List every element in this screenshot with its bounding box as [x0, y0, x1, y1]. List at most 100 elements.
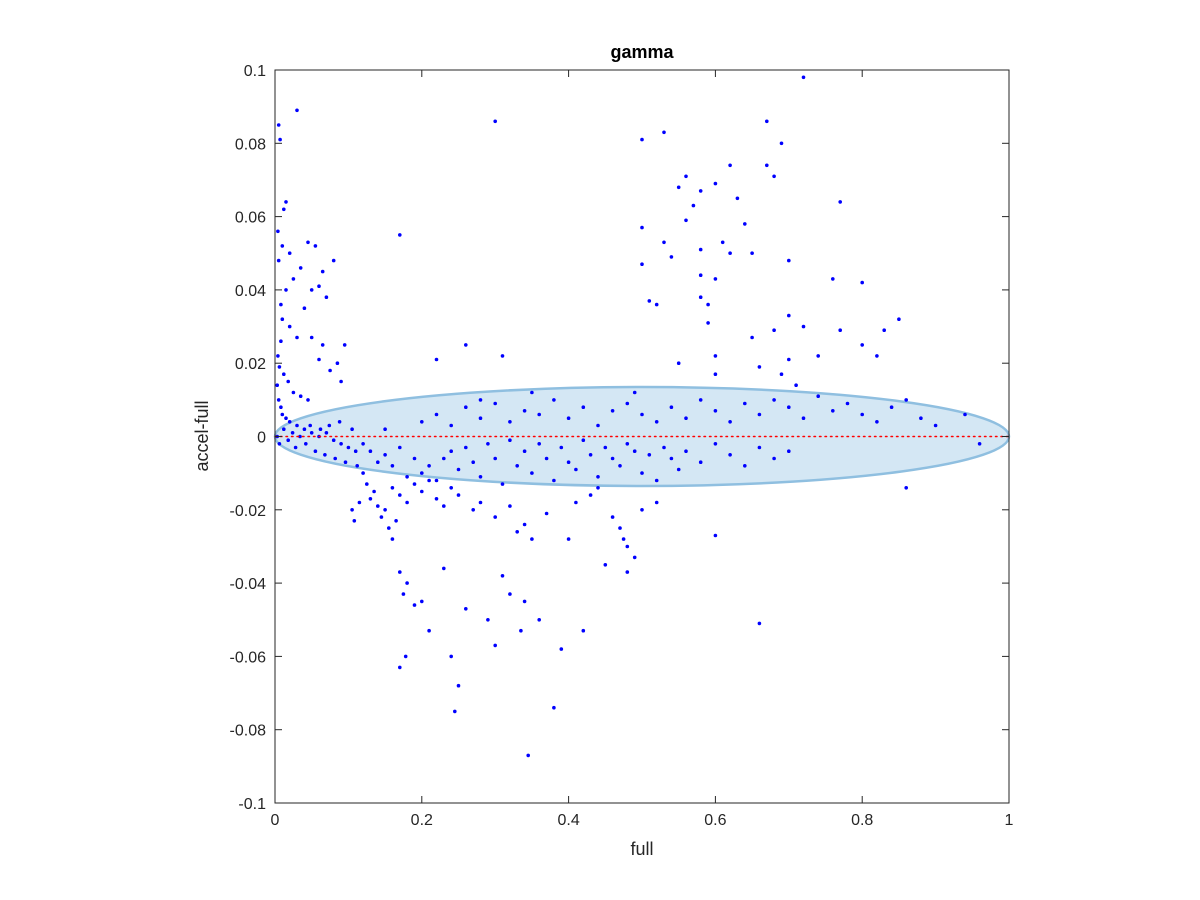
- data-point: [787, 357, 791, 362]
- data-point: [486, 442, 490, 446]
- data-point: [365, 482, 369, 486]
- data-point: [669, 456, 674, 461]
- data-point: [486, 618, 490, 622]
- data-point: [647, 453, 652, 457]
- data-point: [698, 189, 703, 193]
- data-point: [309, 335, 314, 340]
- data-point: [610, 409, 615, 413]
- data-point: [282, 427, 286, 432]
- data-point: [320, 269, 325, 274]
- data-point: [493, 515, 498, 519]
- data-point: [625, 570, 630, 574]
- data-point: [596, 475, 600, 479]
- data-point: [772, 328, 776, 333]
- data-point: [698, 247, 703, 252]
- data-point: [291, 390, 296, 395]
- data-point: [757, 445, 762, 450]
- data-point: [313, 449, 318, 454]
- data-point: [713, 533, 718, 538]
- data-point: [860, 280, 864, 285]
- data-point: [398, 233, 402, 237]
- data-point: [464, 405, 468, 410]
- data-point: [654, 478, 659, 483]
- data-point: [280, 317, 285, 322]
- y-tick-label: -0.08: [230, 723, 267, 740]
- data-point: [276, 398, 281, 402]
- data-point: [295, 423, 299, 428]
- data-point: [405, 500, 409, 505]
- data-point: [860, 412, 864, 417]
- data-point: [298, 434, 302, 439]
- data-point: [508, 438, 512, 443]
- data-point: [277, 442, 282, 446]
- data-point: [779, 141, 784, 146]
- data-point: [287, 420, 292, 424]
- data-point: [621, 537, 626, 541]
- data-point: [860, 343, 864, 347]
- data-point: [765, 163, 769, 168]
- data-point: [713, 409, 718, 413]
- data-point: [361, 471, 365, 475]
- data-point: [698, 295, 703, 300]
- data-point: [471, 508, 476, 512]
- data-point: [306, 240, 310, 245]
- data-point: [398, 445, 402, 450]
- data-point: [456, 683, 461, 688]
- data-point: [302, 306, 307, 311]
- data-point: [442, 504, 446, 508]
- data-point: [743, 401, 747, 406]
- data-point: [383, 453, 387, 457]
- data-point: [684, 416, 688, 421]
- y-tick-label: 0.06: [235, 210, 266, 227]
- data-point: [713, 372, 718, 377]
- data-point: [286, 438, 291, 443]
- y-tick-label: 0.04: [235, 283, 266, 300]
- data-point: [276, 258, 281, 263]
- data-point: [295, 108, 299, 113]
- data-point: [427, 464, 431, 468]
- data-point: [449, 654, 454, 659]
- data-point: [581, 438, 586, 443]
- x-tick-label: 1: [1005, 812, 1014, 829]
- data-point: [669, 405, 674, 410]
- data-point: [684, 218, 688, 223]
- data-point: [831, 409, 835, 413]
- data-point: [478, 416, 483, 421]
- data-point: [684, 174, 688, 179]
- data-point: [757, 621, 762, 626]
- data-point: [390, 486, 395, 490]
- data-point: [508, 420, 512, 424]
- data-point: [500, 574, 505, 578]
- data-point: [335, 361, 340, 366]
- data-point: [640, 137, 644, 142]
- data-point: [327, 423, 332, 428]
- data-point: [625, 544, 630, 549]
- data-point: [298, 394, 303, 399]
- x-tick-label: 0.6: [704, 812, 726, 829]
- data-point: [698, 273, 703, 278]
- data-point: [933, 423, 938, 428]
- data-point: [464, 607, 468, 611]
- data-point: [794, 383, 798, 388]
- data-point: [379, 515, 384, 519]
- data-point: [574, 467, 578, 472]
- data-point: [317, 284, 321, 289]
- data-point: [390, 464, 395, 468]
- data-point: [845, 401, 850, 406]
- data-point: [449, 423, 454, 428]
- data-point: [353, 449, 358, 454]
- data-point: [530, 537, 534, 541]
- data-point: [610, 456, 615, 461]
- data-point: [324, 295, 329, 300]
- data-point: [355, 464, 360, 468]
- data-point: [706, 321, 710, 325]
- data-point: [478, 500, 483, 505]
- data-point: [276, 229, 280, 234]
- data-point: [787, 313, 791, 318]
- data-point: [875, 420, 879, 424]
- data-point: [581, 405, 586, 410]
- data-point: [676, 185, 681, 190]
- data-point: [691, 203, 696, 208]
- data-point: [464, 343, 468, 347]
- data-point: [698, 460, 703, 465]
